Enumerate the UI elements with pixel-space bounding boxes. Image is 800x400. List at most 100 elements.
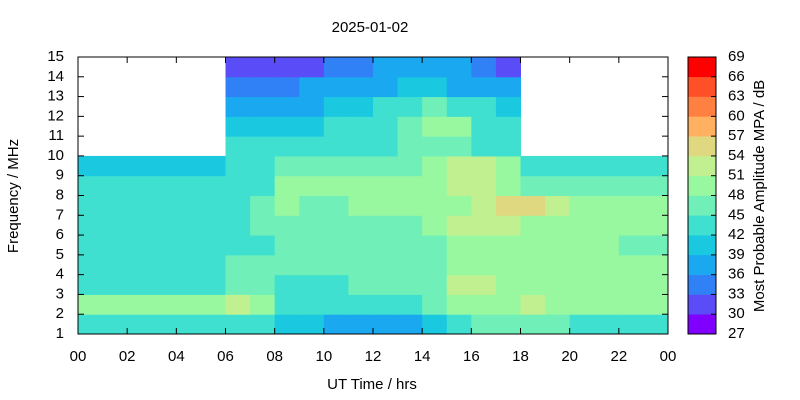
colorbar-swatch bbox=[688, 254, 716, 275]
heatmap-cell bbox=[471, 294, 497, 315]
heatmap-cell bbox=[348, 136, 374, 157]
colorbar-swatch bbox=[688, 274, 716, 295]
heatmap-cell bbox=[299, 254, 325, 276]
heatmap-cell bbox=[225, 155, 251, 177]
heatmap-cell bbox=[200, 155, 226, 177]
heatmap-cell bbox=[373, 136, 399, 157]
heatmap-cell bbox=[225, 314, 251, 335]
x-tick-label: 14 bbox=[414, 348, 431, 365]
heatmap-cell bbox=[397, 76, 423, 98]
colorbar-swatch bbox=[688, 57, 716, 78]
heatmap-cell bbox=[348, 76, 374, 98]
heatmap-cell bbox=[643, 274, 669, 295]
heatmap-cell bbox=[373, 76, 399, 98]
heatmap-cell bbox=[323, 274, 349, 295]
colorbar-tick-label: 63 bbox=[728, 88, 745, 105]
heatmap-cell bbox=[225, 175, 251, 196]
heatmap-cell bbox=[618, 195, 644, 216]
heatmap-cell bbox=[176, 235, 202, 256]
heatmap-cell bbox=[176, 195, 202, 216]
heatmap-cell bbox=[446, 96, 472, 117]
heatmap-cell bbox=[250, 195, 276, 216]
heatmap-cell bbox=[495, 175, 521, 196]
heatmap-cell bbox=[397, 116, 423, 137]
heatmap-cell bbox=[78, 254, 104, 276]
heatmap-cell bbox=[373, 274, 399, 295]
y-tick-label: 12 bbox=[47, 107, 64, 124]
heatmap-cell bbox=[422, 195, 448, 216]
heatmap-cell bbox=[176, 294, 202, 315]
heatmap-cell bbox=[151, 195, 177, 216]
colorbar-tick-label: 57 bbox=[728, 127, 745, 144]
heatmap-cell bbox=[569, 294, 595, 315]
heatmap-cell bbox=[225, 136, 251, 157]
colorbar-tick-label: 45 bbox=[728, 206, 745, 223]
heatmap-cell bbox=[397, 175, 423, 196]
heatmap-cell bbox=[446, 294, 472, 315]
heatmap-cell bbox=[299, 96, 325, 117]
heatmap-cell bbox=[397, 136, 423, 157]
x-axis-label: UT Time / hrs bbox=[327, 376, 417, 393]
heatmap-cell bbox=[151, 254, 177, 276]
heatmap-cell bbox=[225, 116, 251, 137]
y-tick-label: 9 bbox=[56, 167, 64, 184]
y-tick-label: 13 bbox=[47, 88, 64, 105]
y-tick-label: 2 bbox=[56, 305, 64, 322]
heatmap-cell bbox=[643, 215, 669, 236]
heatmap-cell bbox=[643, 294, 669, 315]
colorbar-tick-label: 48 bbox=[728, 186, 745, 203]
colorbar-tick-label: 30 bbox=[728, 305, 745, 322]
heatmap-cell bbox=[348, 96, 374, 117]
heatmap-cell bbox=[471, 274, 497, 295]
heatmap-cell bbox=[299, 136, 325, 157]
heatmap-cell bbox=[348, 116, 374, 137]
heatmap-cell bbox=[471, 76, 497, 98]
x-tick-label: 02 bbox=[119, 348, 136, 365]
heatmap-cell bbox=[274, 235, 300, 256]
heatmap-cell bbox=[250, 57, 276, 78]
heatmap-cell bbox=[471, 195, 497, 216]
heatmap-cell bbox=[495, 294, 521, 315]
heatmap-cell bbox=[225, 274, 251, 295]
heatmap-cell bbox=[102, 314, 128, 335]
heatmap-cell bbox=[397, 195, 423, 216]
heatmap-cell bbox=[274, 76, 300, 98]
heatmap-cell bbox=[102, 294, 128, 315]
colorbar-tick-label: 51 bbox=[728, 167, 745, 184]
x-tick-label: 18 bbox=[512, 348, 529, 365]
heatmap-cell bbox=[545, 254, 571, 276]
heatmap-cell bbox=[594, 235, 620, 256]
heatmap-cell bbox=[299, 76, 325, 98]
heatmap-cell bbox=[422, 215, 448, 236]
heatmap-cell bbox=[545, 175, 571, 196]
heatmap-cell bbox=[594, 215, 620, 236]
heatmap-cell bbox=[373, 175, 399, 196]
heatmap-cell bbox=[594, 254, 620, 276]
heatmap-cell bbox=[151, 215, 177, 236]
heatmap-cell bbox=[274, 57, 300, 78]
heatmap-cell bbox=[373, 254, 399, 276]
heatmap-cell bbox=[618, 254, 644, 276]
heatmap-cell bbox=[446, 116, 472, 137]
heatmap-cell bbox=[422, 57, 448, 78]
heatmap-cell bbox=[495, 116, 521, 137]
y-tick-label: 7 bbox=[56, 206, 64, 223]
y-tick-label: 14 bbox=[47, 68, 64, 85]
heatmap-cell bbox=[569, 314, 595, 335]
heatmap-cell bbox=[127, 294, 153, 315]
y-tick-label: 8 bbox=[56, 186, 64, 203]
heatmap-cell bbox=[348, 314, 374, 335]
heatmap-cell bbox=[176, 155, 202, 177]
heatmap-cell bbox=[78, 175, 104, 196]
heatmap-cell bbox=[102, 175, 128, 196]
heatmap-cell bbox=[471, 254, 497, 276]
heatmap-cell bbox=[274, 215, 300, 236]
heatmap-cell bbox=[176, 215, 202, 236]
heatmap-cell bbox=[545, 195, 571, 216]
heatmap-cell bbox=[299, 314, 325, 335]
heatmap-cell bbox=[323, 136, 349, 157]
heatmap-cell bbox=[348, 195, 374, 216]
heatmap-cell bbox=[618, 155, 644, 177]
x-tick-label: 08 bbox=[266, 348, 283, 365]
